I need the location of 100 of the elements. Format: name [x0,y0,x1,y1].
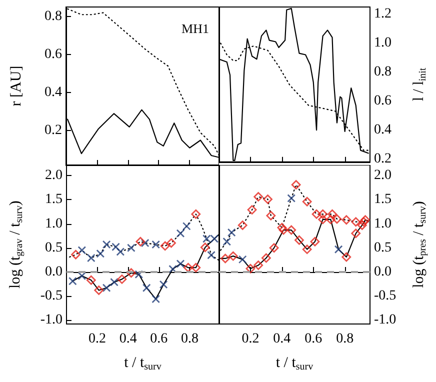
point [110,278,118,286]
x-tick-label: 0.6 [304,332,322,346]
point [176,260,185,268]
point [247,205,257,215]
point [302,244,312,254]
point [342,252,352,262]
point [136,236,146,246]
y-tick-label: 0.6 [44,47,62,62]
point [269,243,279,253]
point [238,255,247,264]
point [96,249,105,258]
point [222,237,232,246]
point [134,270,144,279]
point [312,209,322,219]
x-tick-label: 0.8 [336,332,354,346]
point [357,220,367,230]
point [310,236,320,246]
point [116,248,125,256]
y-tick-label: 1.0 [45,216,62,232]
point [332,214,342,224]
x-tick-label: 0.8 [180,332,198,346]
point [68,276,77,286]
point [200,242,210,252]
point [287,194,296,202]
point [291,180,301,190]
y-tick-label: 0.0 [45,264,62,280]
point [351,228,361,238]
y-tick-label: 0.8 [374,64,392,80]
point [294,235,304,245]
y-tick-label: 0.8 [44,9,62,24]
point [334,245,343,254]
point [159,280,168,289]
point [182,222,191,230]
y-axis-title: l / linit [411,68,428,102]
x-tick-label: 0.6 [150,332,168,346]
point [140,238,150,248]
point [168,264,177,274]
point [318,209,328,219]
point [286,225,296,235]
x-tick-label: 0.4 [273,332,291,346]
annotation: MH1 [182,21,210,36]
point [191,209,201,219]
point [328,209,337,219]
y-tick-label: 0.2 [374,152,392,166]
point [176,229,185,238]
point [102,284,111,292]
point [126,244,136,252]
y-tick-label: -0.5 [40,288,62,304]
y-tick-label: -0.5 [374,288,396,304]
point [266,210,276,220]
point [238,220,248,230]
point [86,254,96,262]
y-tick-label: 0.5 [45,240,62,256]
point [318,214,328,224]
point [210,234,219,243]
point [202,234,211,243]
y-tick-label: 1.2 [374,6,392,22]
point [94,286,104,295]
point [351,217,361,227]
point [126,268,136,278]
point [166,238,176,248]
y-tick-label: 0.2 [44,123,62,138]
point [78,246,86,254]
y-axis-title: log (tgrav / tsurv) [8,200,25,288]
point [117,274,127,284]
point [220,254,230,264]
point [152,240,160,249]
point [102,240,111,249]
point [342,215,352,225]
point [228,251,238,261]
point [278,225,288,235]
point [160,241,170,251]
point [78,272,86,280]
point [207,250,216,260]
y-tick-label: 0.0 [374,264,392,280]
point [277,222,287,232]
y-tick-label: -1.0 [40,312,62,328]
y-tick-label: 1.0 [374,216,392,232]
point [152,294,160,304]
y-tick-label: 1.5 [45,192,62,208]
point [191,262,201,272]
point [302,196,312,206]
y-tick-label: 2.0 [374,168,392,184]
point [227,228,236,237]
point [326,214,336,224]
y-axis-title: r [AU] [8,66,24,106]
point [86,275,96,285]
y-tick-label: 1.5 [374,192,392,208]
y-tick-label: 0.4 [374,122,392,138]
point [360,215,370,225]
point [142,284,151,292]
y-tick-label: 0.4 [44,85,62,100]
point [359,217,368,227]
point [246,264,256,274]
point [183,262,193,272]
point [112,242,120,252]
x-tick-label: 0.4 [119,332,137,346]
x-tick-label: 0.2 [242,332,260,346]
y-tick-label: 0.5 [374,240,392,256]
point [71,250,80,260]
